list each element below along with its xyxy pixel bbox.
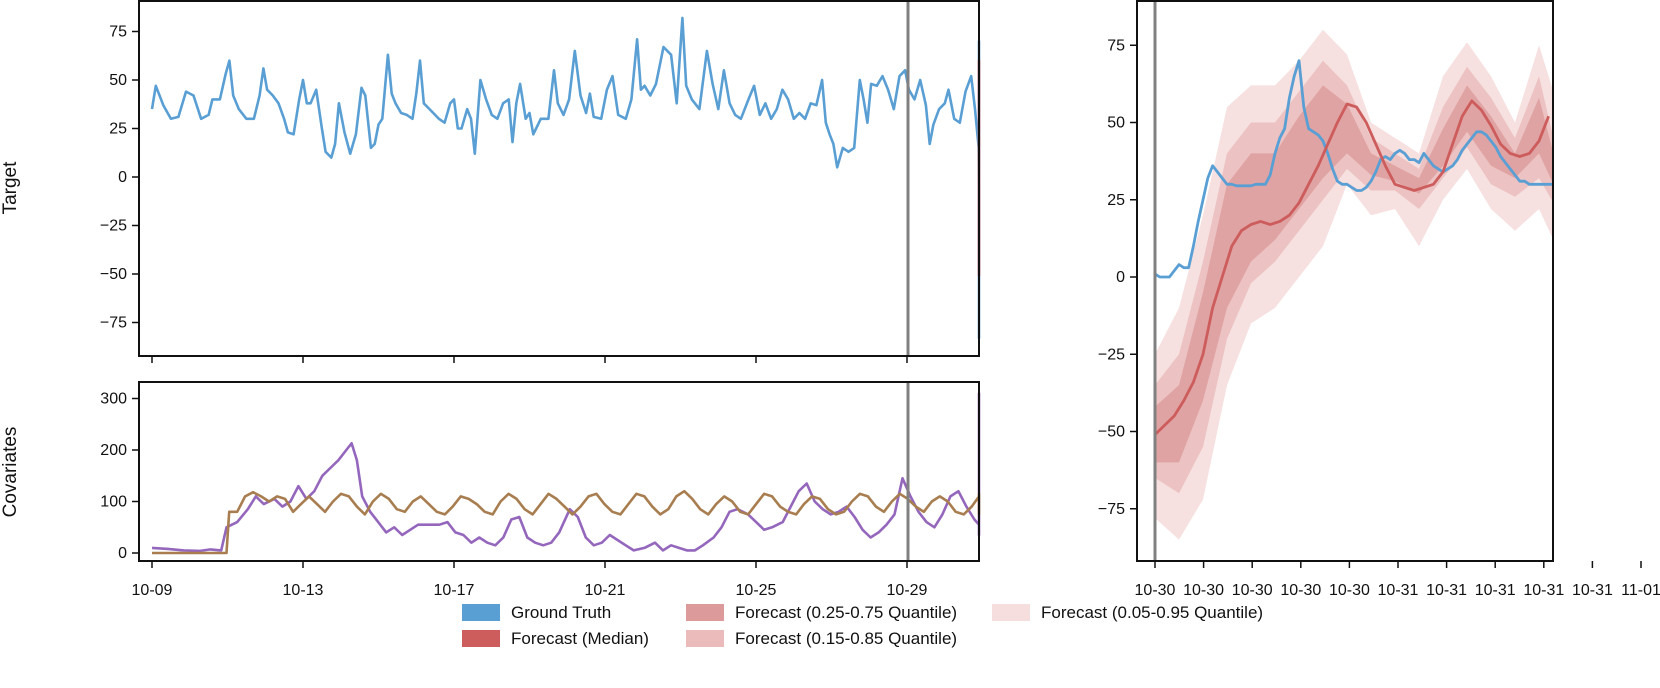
- zoom-xtick-label: 10-30: [1135, 582, 1176, 599]
- covariate-1-line: [151, 392, 981, 553]
- band-q25-75: [1155, 85, 1554, 463]
- covariates-ytick-label: 200: [100, 442, 127, 459]
- target-ytick-label: 25: [109, 121, 127, 138]
- target-ytick-label: −25: [100, 218, 127, 235]
- legend-swatch-ground-truth: [462, 604, 500, 621]
- zoom-xtick-label: 10-31: [1378, 582, 1419, 599]
- zoom-ytick-label: 0: [1116, 269, 1125, 286]
- zoom-ytick-label: 75: [1107, 37, 1125, 54]
- legend-label-median: Forecast (Median): [511, 629, 649, 648]
- zoom-forecast-bands: [1155, 29, 1554, 540]
- target-chart: −75 −50 −25 0 25 50 75 Target: [0, 0, 981, 363]
- covariates-xtick-label: 10-13: [283, 582, 324, 599]
- ground-truth-line: [150, 16, 981, 340]
- zoom-xtick-label: 11-01: [1621, 582, 1660, 599]
- zoom-xtick-label: 10-31: [1572, 582, 1613, 599]
- legend-swatch-q15-85: [686, 630, 724, 647]
- covariates-ytick-label: 100: [100, 494, 127, 511]
- ground-truth-line: [1154, 59, 1554, 279]
- target-ytick-label: −50: [100, 266, 127, 283]
- covariates-chart: 0 100 200 300 10-09 10-13 10-17 10-21 10-25 10-29…: [0, 381, 981, 600]
- zoom-xtick-label: 10-30: [1232, 582, 1273, 599]
- covariates-plot-frame: [138, 381, 980, 562]
- zoom-ytick-label: −75: [1098, 501, 1125, 518]
- covariates-ytick-label: 300: [100, 391, 127, 408]
- legend-swatch-q25-75: [686, 604, 724, 621]
- target-series-lines: [150, 16, 981, 340]
- zoom-xtick-label: 10-30: [1329, 582, 1370, 599]
- legend-label-q15-85: Forecast (0.15-0.85 Quantile): [735, 629, 957, 648]
- covariates-xtick-label: 10-25: [736, 582, 777, 599]
- legend: Ground Truth Forecast (Median) Forecast (0…: [462, 603, 1263, 648]
- zoom-xtick-label: 10-30: [1183, 582, 1224, 599]
- zoom-axes: −75 −50 −25 0 25 50 75 10-30 10-30 10-30 10-30 10-3…: [1098, 37, 1660, 599]
- covariates-xtick-label: 10-17: [434, 582, 475, 599]
- legend-label-q05-95: Forecast (0.05-0.95 Quantile): [1041, 603, 1263, 622]
- covariates-xtick-label: 10-09: [132, 582, 173, 599]
- covariates-ytick-label: 0: [118, 545, 127, 562]
- zoom-ytick-label: 50: [1107, 115, 1125, 132]
- legend-label-q25-75: Forecast (0.25-0.75 Quantile): [735, 603, 957, 622]
- zoom-ytick-label: −50: [1098, 424, 1125, 441]
- covariates-xtick-label: 10-29: [887, 582, 928, 599]
- target-ytick-label: 0: [118, 169, 127, 186]
- target-ytick-label: 50: [109, 72, 127, 89]
- zoom-xtick-label: 10-30: [1280, 582, 1321, 599]
- median-forecast-line: [1154, 99, 1550, 436]
- legend-label-ground-truth: Ground Truth: [511, 603, 611, 622]
- covariates-ylabel: Covariates: [0, 427, 21, 518]
- zoom-plot-frame: [1136, 0, 1554, 562]
- target-axes: −75 −50 −25 0 25 50 75: [100, 24, 908, 363]
- zoom-series-lines: [1154, 59, 1554, 436]
- covariate-series-lines: [151, 392, 981, 555]
- zoom-xtick-label: 10-31: [1426, 582, 1467, 599]
- target-ytick-label: −75: [100, 315, 127, 332]
- legend-swatch-median: [462, 630, 500, 647]
- covariates-xtick-label: 10-21: [585, 582, 626, 599]
- zoom-ytick-label: 25: [1107, 192, 1125, 209]
- zoom-chart: −75 −50 −25 0 25 50 75 10-30 10-30 10-30 10-30 10-3…: [1098, 0, 1660, 599]
- target-plot-frame: [138, 0, 980, 357]
- legend-swatch-q05-95: [992, 604, 1030, 621]
- zoom-xtick-label: 10-31: [1475, 582, 1516, 599]
- zoom-xtick-label: 10-31: [1523, 582, 1564, 599]
- zoom-ytick-label: −25: [1098, 346, 1125, 363]
- target-ytick-label: 75: [109, 24, 127, 41]
- covariates-axes: 0 100 200 300 10-09 10-13 10-17 10-21 10-25 10-29: [100, 391, 927, 600]
- target-ylabel: Target: [0, 161, 21, 215]
